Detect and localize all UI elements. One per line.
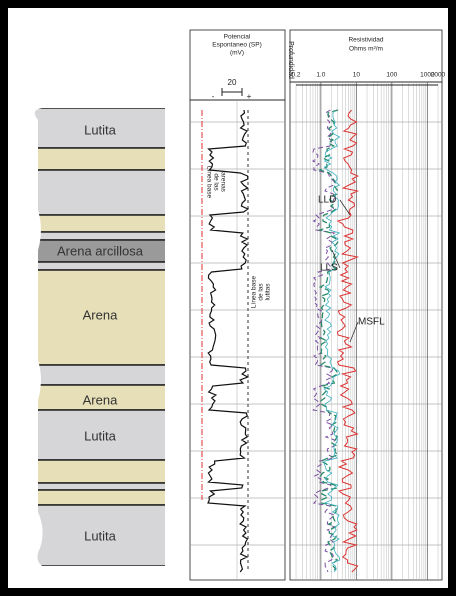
tick-label: 1.0 bbox=[316, 72, 325, 79]
lithology-column bbox=[30, 108, 170, 566]
tick-label: 2000 bbox=[431, 72, 446, 79]
tick-label: 100 bbox=[386, 72, 397, 79]
layer-label: Lutita bbox=[84, 122, 117, 137]
layer-label: Arena bbox=[83, 392, 118, 407]
res-title: Resistividad bbox=[348, 37, 383, 44]
layer bbox=[30, 215, 170, 232]
label-line: Línea base bbox=[205, 166, 212, 199]
tick-label: 10 bbox=[353, 72, 361, 79]
sp-title: Espontaneo (SP) bbox=[212, 42, 262, 49]
sp-title: Potencial bbox=[224, 34, 251, 41]
layer bbox=[30, 490, 170, 505]
layer-label: Lutita bbox=[84, 528, 117, 543]
layer bbox=[30, 365, 170, 385]
sp-title: (mV) bbox=[230, 50, 244, 57]
label-line: de las bbox=[258, 283, 265, 301]
sp-scale: 20 bbox=[228, 78, 237, 87]
layer bbox=[30, 262, 170, 270]
curve-label: LLS bbox=[320, 263, 338, 274]
label-line: arenas bbox=[219, 172, 226, 193]
layer-label: Lutita bbox=[84, 428, 117, 443]
sp-minus: - bbox=[212, 92, 215, 101]
layer bbox=[30, 232, 170, 240]
curve-label: MSFL bbox=[358, 317, 385, 328]
tick-label: 0.2 bbox=[292, 72, 301, 79]
layer bbox=[30, 460, 170, 483]
layer-label: Arena bbox=[83, 307, 118, 322]
res-title: Ohms m²/m bbox=[349, 46, 383, 53]
curve-label: LLD bbox=[318, 195, 336, 206]
well-log: Lutita Arena arcillosa Arena Arena Lutit… bbox=[0, 0, 456, 596]
layer-label: Arena arcillosa bbox=[57, 243, 144, 258]
layer bbox=[30, 148, 170, 170]
label-line: de las bbox=[212, 173, 219, 191]
sp-plus: + bbox=[247, 92, 252, 101]
layer bbox=[30, 483, 170, 490]
label-line: lutitas bbox=[265, 283, 272, 301]
label-line: Línea base bbox=[251, 276, 258, 309]
layer bbox=[30, 170, 170, 215]
